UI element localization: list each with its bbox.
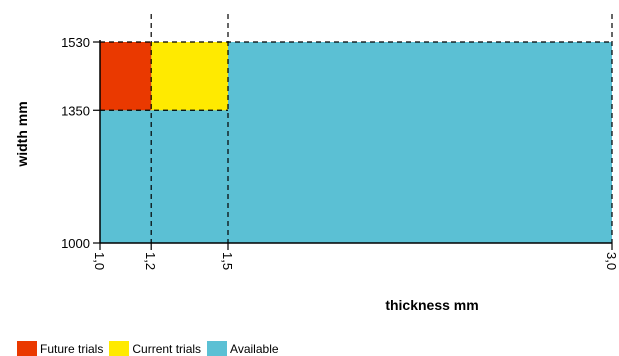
x-ticks: 1,0 1,2 1,5 3,0 [92, 243, 619, 270]
y-ticks: 1000 1350 1530 [61, 35, 100, 251]
legend-item-future-trials: Future trials [17, 341, 103, 356]
legend-item-current-trials: Current trials [109, 341, 201, 356]
x-axis-title: thickness mm [385, 297, 478, 313]
region-future-trials [100, 42, 152, 111]
legend-label-available: Available [230, 341, 279, 356]
chart: 1,0 1,2 1,5 3,0 1000 1350 1530 width mm thick… [14, 14, 619, 313]
chart-regions [100, 42, 612, 243]
legend-swatch-current-trials [109, 341, 130, 356]
y-tick-label: 1000 [61, 236, 90, 251]
legend-item-available: Available [207, 341, 279, 356]
x-tick-label: 3,0 [604, 252, 619, 270]
guide-lines [100, 14, 613, 243]
legend-swatch-future-trials [17, 341, 37, 356]
y-tick-label: 1530 [61, 35, 90, 50]
legend: Future trials Current trials Available [17, 341, 285, 356]
x-tick-label: 1,0 [92, 252, 107, 270]
legend-swatch-available [207, 341, 228, 356]
region-current-trials [151, 42, 228, 111]
x-tick-label: 1,5 [220, 252, 235, 270]
x-tick-label: 1,2 [143, 252, 158, 270]
y-tick-label: 1350 [61, 103, 90, 118]
axes [99, 40, 612, 244]
legend-label-future-trials: Future trials [40, 341, 104, 356]
y-axis-title: width mm [14, 101, 30, 167]
legend-label-current-trials: Current trials [132, 341, 202, 356]
